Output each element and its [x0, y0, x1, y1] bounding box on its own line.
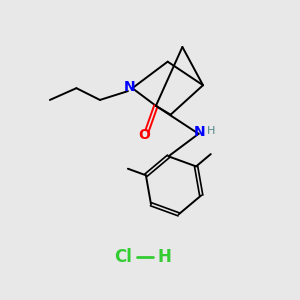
- Text: O: O: [138, 128, 150, 142]
- Text: H: H: [158, 248, 172, 266]
- Text: Cl: Cl: [115, 248, 132, 266]
- Text: N: N: [124, 80, 136, 94]
- Text: N: N: [194, 125, 206, 139]
- Text: H: H: [207, 126, 215, 136]
